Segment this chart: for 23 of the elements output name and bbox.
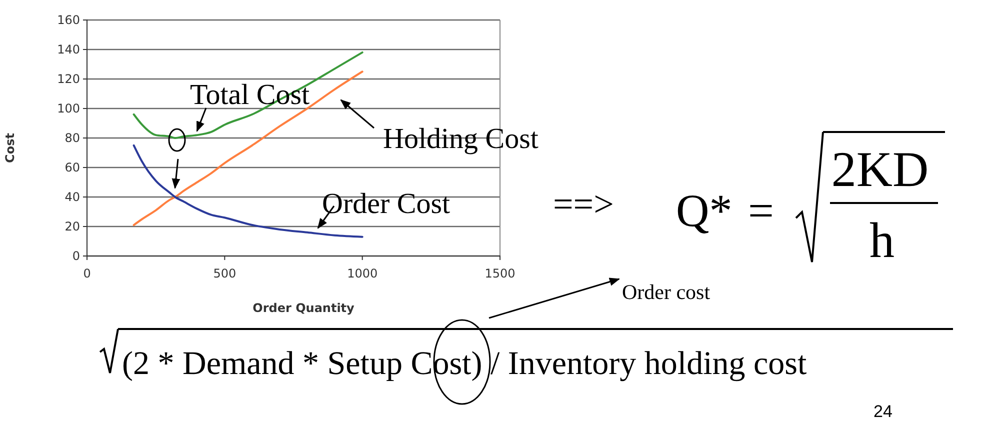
text: Q* — [676, 185, 732, 236]
x-tick-label: 1000 — [347, 266, 378, 280]
text: h — [870, 212, 894, 268]
y-tick-label: 120 — [57, 72, 80, 86]
text: 24 — [874, 402, 892, 421]
y-tick-label: 60 — [64, 160, 80, 174]
series-label: Order Cost — [322, 188, 450, 220]
x-axis-title: Order Quantity — [252, 301, 355, 315]
y-tick-label: 40 — [64, 190, 80, 204]
y-tick-label: 80 — [64, 130, 80, 145]
y-axis-title: Cost — [3, 132, 17, 163]
y-tick-label: 100 — [57, 101, 80, 116]
y-tick-label: 20 — [64, 219, 80, 234]
x-tick-label: 1500 — [484, 266, 516, 280]
x-tick-label: 0 — [83, 266, 91, 280]
text: = — [748, 185, 774, 236]
text: Order cost — [622, 280, 710, 304]
text: ==> — [553, 184, 614, 224]
y-tick-label: 140 — [57, 42, 80, 56]
text: 2KD — [831, 141, 929, 197]
y-tick-label: 0 — [72, 248, 80, 263]
x-tick-label: 500 — [213, 266, 236, 280]
y-tick-label: 160 — [57, 12, 80, 27]
